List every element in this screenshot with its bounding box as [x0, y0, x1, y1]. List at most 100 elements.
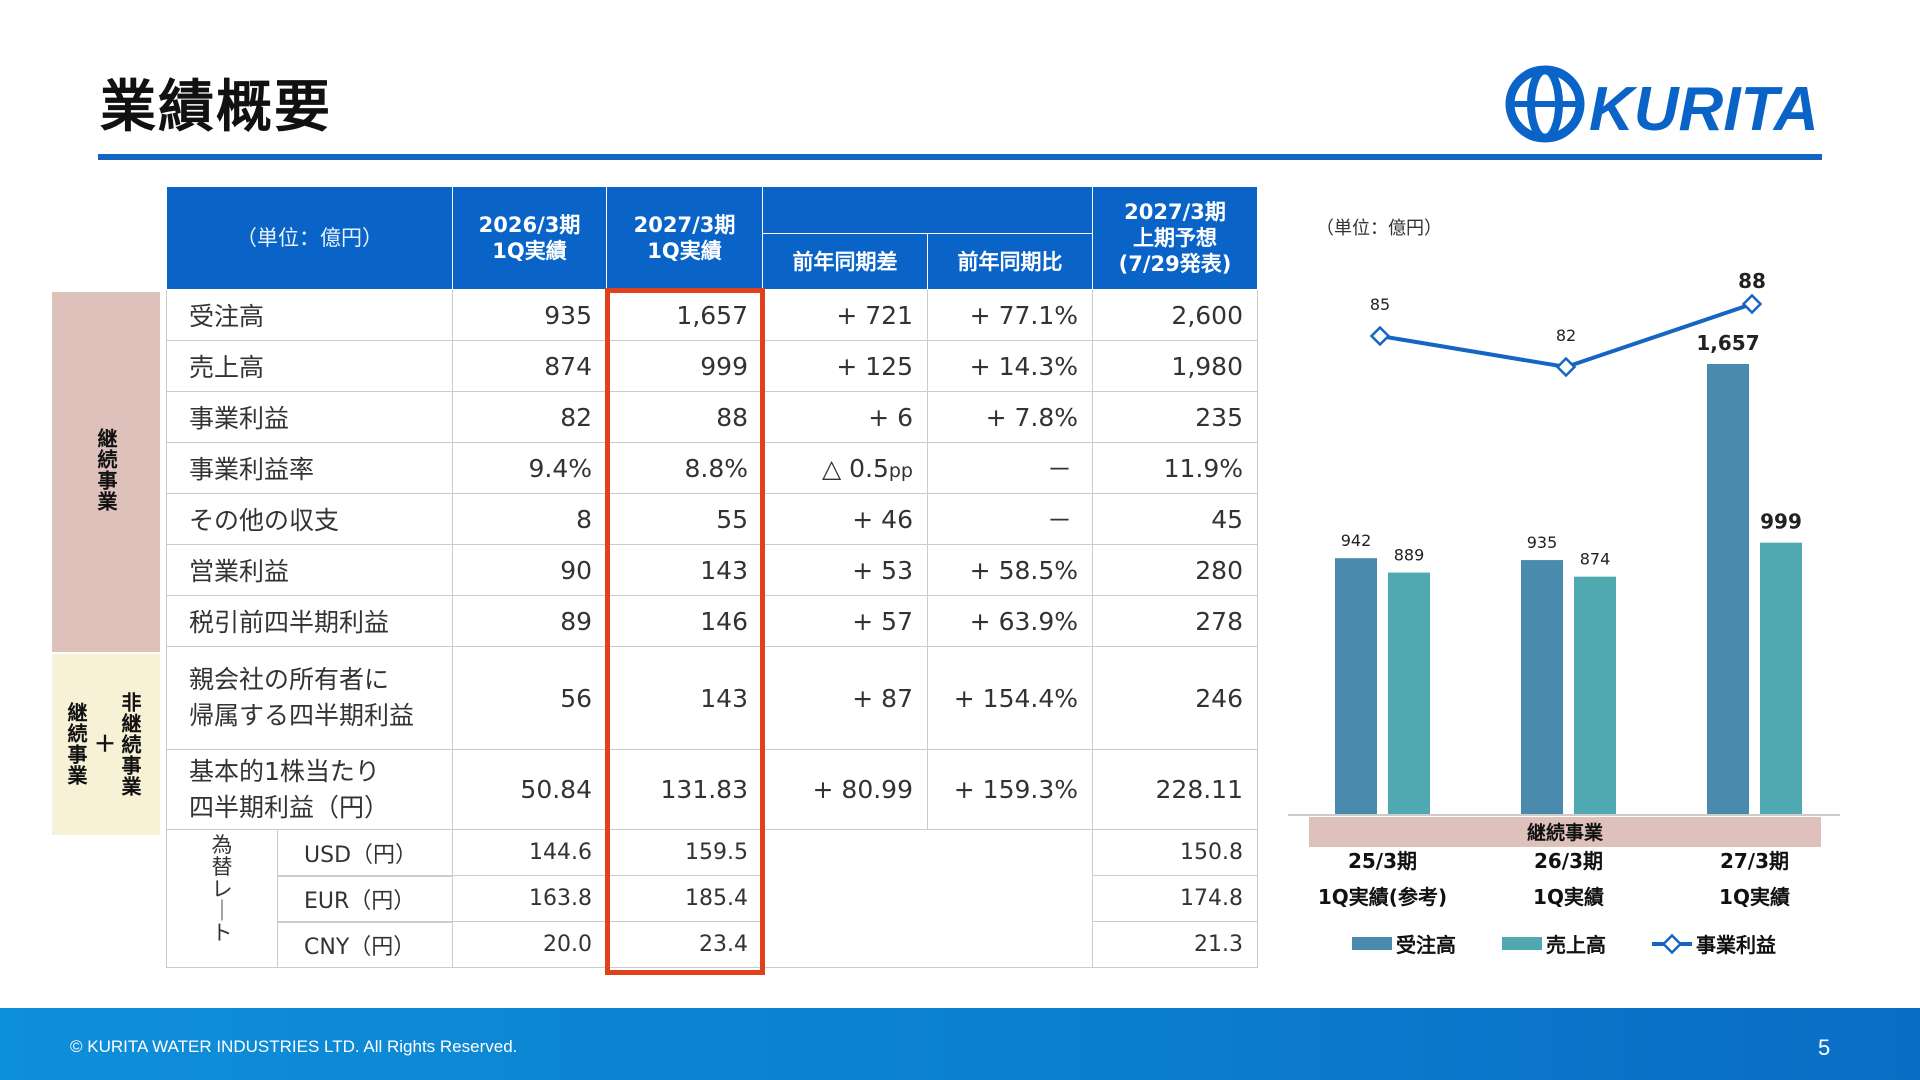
- chart-category-label: 1Q実績: [1533, 885, 1604, 909]
- value-fy2027: 146: [606, 595, 763, 647]
- row-label: 事業利益率: [166, 442, 453, 494]
- row-label: 売上高: [166, 340, 453, 392]
- value-ratio: －: [927, 493, 1093, 545]
- fx-rate-label: 為 替 レ ｜ ト: [211, 833, 233, 945]
- chart-category-label: 26/3期: [1534, 849, 1603, 873]
- fx-currency-label: EUR（円）: [166, 875, 453, 922]
- continuing-ops-band: 継続事業: [52, 292, 160, 652]
- copyright: © KURITA WATER INDUSTRIES LTD. All Right…: [70, 1037, 518, 1056]
- chart-band: [1309, 817, 1821, 847]
- chart-category-label: 1Q実績(参考): [1318, 885, 1447, 909]
- continuing-ops-label: 継続事業: [94, 428, 118, 512]
- table-row: その他の収支 8 55 + 46 － 45: [166, 493, 1258, 545]
- chart-line-marker: [1369, 325, 1391, 347]
- value-fy2027: 143: [606, 544, 763, 596]
- col-header-fy2026: 2026/3期 1Q実績: [452, 186, 607, 290]
- value-fy2026: 82: [452, 391, 607, 443]
- chart-bar-売上高: [1388, 572, 1430, 814]
- value-fy2026: 89: [452, 595, 607, 647]
- value-ratio: + 154.4%: [927, 646, 1093, 750]
- row-label: 親会社の所有者に 帰属する四半期利益: [166, 646, 453, 750]
- value-ratio: + 63.9%: [927, 595, 1093, 647]
- value-forecast: 235: [1092, 391, 1258, 443]
- results-table: （単位：億円） 2026/3期 1Q実績 2027/3期 1Q実績 2027/3…: [166, 186, 1258, 968]
- table-row: 事業利益 82 88 + 6 + 7.8% 235: [166, 391, 1258, 443]
- row-label: 営業利益: [166, 544, 453, 596]
- fx-row: CNY（円） 20.0 23.4 21.3: [166, 921, 1258, 968]
- table-row: 親会社の所有者に 帰属する四半期利益 56 143 + 87 + 154.4% 246: [166, 646, 1258, 750]
- table-row: 売上高 874 999 + 125 + 14.3% 1,980: [166, 340, 1258, 392]
- chart-line-marker: [1741, 293, 1763, 315]
- value-ratio: + 14.3%: [927, 340, 1093, 392]
- fx-row: USD（円）為 替 レ ｜ ト 144.6 159.5 150.8: [166, 829, 1258, 968]
- value-forecast: 1,980: [1092, 340, 1258, 392]
- chart-unit-note: （単位：億円）: [1316, 218, 1442, 239]
- legend-label: 事業利益: [1696, 933, 1776, 957]
- col-header-fy2027: 2027/3期 1Q実績: [606, 186, 763, 290]
- fx-row-separator: [277, 875, 452, 877]
- fx-currency-label: USD（円） 為 替 レ ｜ ト: [166, 829, 453, 944]
- chart-bar-label: 935: [1527, 533, 1558, 552]
- chart-bar-label: 942: [1341, 531, 1372, 550]
- chart-bar-label: 874: [1580, 550, 1611, 569]
- row-label: その他の収支: [166, 493, 453, 545]
- fx-value-forecast: 21.3: [1092, 921, 1258, 968]
- chart-bar-label: 1,657: [1696, 331, 1759, 355]
- continuing-ops-label-2: 継続事業: [64, 702, 88, 786]
- value-fy2026: 56: [452, 646, 607, 750]
- fx-currency-text: USD（円）: [277, 830, 452, 875]
- chart-category-label: 27/3期: [1720, 849, 1789, 873]
- legend-swatch-sales: [1502, 937, 1542, 950]
- fx-value-fy2027: 23.4: [606, 921, 763, 968]
- legend-swatch-orders: [1352, 937, 1392, 950]
- row-label: 基本的1株当たり 四半期利益（円）: [166, 749, 453, 830]
- value-forecast: 280: [1092, 544, 1258, 596]
- value-ratio: + 58.5%: [927, 544, 1093, 596]
- value-ratio: + 159.3%: [927, 749, 1093, 830]
- fx-currency-text: CNY（円）: [277, 922, 452, 967]
- noncontinuing-ops-label: 非継続事業: [118, 692, 142, 797]
- diff-unit: pp: [888, 459, 913, 482]
- col-header-diff: 前年同期差: [762, 233, 928, 290]
- value-diff: + 53: [762, 544, 928, 596]
- value-fy2026: 935: [452, 289, 607, 341]
- value-diff: + 46: [762, 493, 928, 545]
- chart-line-marker: [1555, 356, 1577, 378]
- value-fy2026: 9.4%: [452, 442, 607, 494]
- fx-value-forecast: 150.8: [1092, 829, 1258, 876]
- title-divider: [98, 154, 1822, 160]
- chart-line-label: 85: [1370, 295, 1390, 314]
- fx-blank-cell: [762, 829, 1093, 968]
- chart-band-label: 継続事業: [1527, 821, 1604, 844]
- chart-bar-label: 889: [1394, 546, 1425, 565]
- legend-marker-profit: [1661, 933, 1683, 955]
- chart-bar-売上高: [1574, 576, 1616, 814]
- value-diff: △ 0.5pp: [762, 442, 928, 494]
- row-label: 税引前四半期利益: [166, 595, 453, 647]
- value-forecast: 2,600: [1092, 289, 1258, 341]
- fx-row: EUR（円） 163.8 185.4 174.8: [166, 875, 1258, 922]
- fx-value-fy2026: 20.0: [452, 921, 607, 968]
- value-fy2026: 874: [452, 340, 607, 392]
- chart-category-label: 25/3期: [1348, 849, 1417, 873]
- row-label: 受注高: [166, 289, 453, 341]
- fx-row-separator: [277, 921, 452, 923]
- kurita-logo: KURITA: [1505, 65, 1819, 144]
- legend-label: 売上高: [1546, 933, 1606, 957]
- value-fy2027: 131.83: [606, 749, 763, 830]
- value-forecast: 11.9%: [1092, 442, 1258, 494]
- chart-line-label: 88: [1738, 269, 1766, 293]
- footer-bar: [0, 1008, 1920, 1080]
- col-header-yoy-group: [762, 186, 1093, 234]
- value-ratio: + 77.1%: [927, 289, 1093, 341]
- table-row: 基本的1株当たり 四半期利益（円） 50.84 131.83 + 80.99 + 159…: [166, 749, 1258, 830]
- plus-sign: ＋: [90, 732, 115, 755]
- chart-category-label: 1Q実績: [1719, 885, 1790, 909]
- value-forecast: 45: [1092, 493, 1258, 545]
- fx-currency-label: CNY（円）: [166, 921, 453, 968]
- logo-emblem-icon: [1505, 65, 1585, 143]
- chart-bar-受注高: [1707, 364, 1749, 814]
- highlight-frame: [605, 288, 765, 975]
- value-ratio: + 7.8%: [927, 391, 1093, 443]
- value-forecast: 228.11: [1092, 749, 1258, 830]
